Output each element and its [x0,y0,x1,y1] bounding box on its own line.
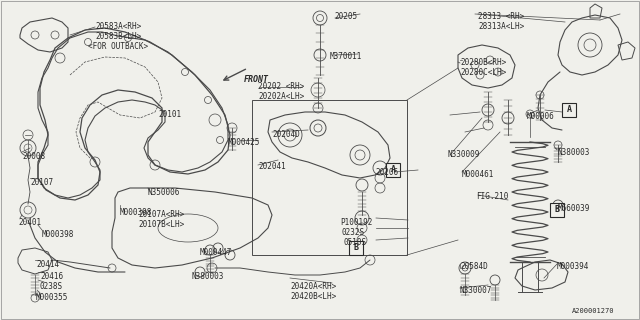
Text: 20401: 20401 [18,218,41,227]
Text: 28313 <RH>: 28313 <RH> [478,12,524,21]
Bar [562,103,576,117]
Text: 0232S: 0232S [342,228,365,237]
Text: 20416: 20416 [40,272,63,281]
Text: A: A [390,165,396,174]
Bar [550,203,564,217]
Text: 20583A<RH>: 20583A<RH> [95,22,141,31]
Text: M000398: M000398 [120,208,152,217]
Text: M000398: M000398 [42,230,74,239]
Text: M000394: M000394 [557,262,589,271]
Text: 0238S: 0238S [40,282,63,291]
Text: N330007: N330007 [460,286,492,295]
Text: 20202A<LH>: 20202A<LH> [258,92,304,101]
Text: N380003: N380003 [192,272,225,281]
Text: P100192: P100192 [340,218,372,227]
Text: M660039: M660039 [558,204,590,213]
Text: 20280B<RH>: 20280B<RH> [460,58,506,67]
Text: A200001270: A200001270 [572,308,614,314]
Text: 20584D: 20584D [460,262,488,271]
Bar [252,100,407,255]
Text: FRONT: FRONT [244,75,269,84]
Text: N330009: N330009 [448,150,481,159]
Text: 28313A<LH>: 28313A<LH> [478,22,524,31]
Text: 20204D: 20204D [272,130,300,139]
Text: <FOR OUTBACK>: <FOR OUTBACK> [88,42,148,51]
Text: M000425: M000425 [228,138,260,147]
Text: FIG.210: FIG.210 [476,192,508,201]
Text: 20583B<LH>: 20583B<LH> [95,32,141,41]
Text: 20008: 20008 [22,152,45,161]
Text: 20420B<LH>: 20420B<LH> [290,292,336,301]
Text: 20280C<LH>: 20280C<LH> [460,68,506,77]
Text: 20414: 20414 [36,260,59,269]
Bar [349,241,363,255]
Text: B: B [353,244,358,252]
Text: 0510S: 0510S [344,238,367,247]
Text: A: A [566,106,572,115]
Text: 20206: 20206 [375,168,398,177]
Text: M000461: M000461 [462,170,494,179]
Text: 20202 <RH>: 20202 <RH> [258,82,304,91]
Text: N350006: N350006 [148,188,180,197]
Text: 20107A<RH>: 20107A<RH> [138,210,184,219]
Text: M000355: M000355 [36,293,68,302]
Text: 20107B<LH>: 20107B<LH> [138,220,184,229]
Text: 20420A<RH>: 20420A<RH> [290,282,336,291]
Text: N380003: N380003 [557,148,589,157]
Text: B: B [554,205,559,214]
Text: 20205: 20205 [334,12,357,21]
Bar [386,163,400,177]
Text: 20101: 20101 [158,110,181,119]
Text: M000447: M000447 [200,248,232,257]
Text: M370011: M370011 [330,52,362,61]
Text: 20107: 20107 [30,178,53,187]
Text: 202041: 202041 [258,162,285,171]
Text: M00006: M00006 [527,112,555,121]
